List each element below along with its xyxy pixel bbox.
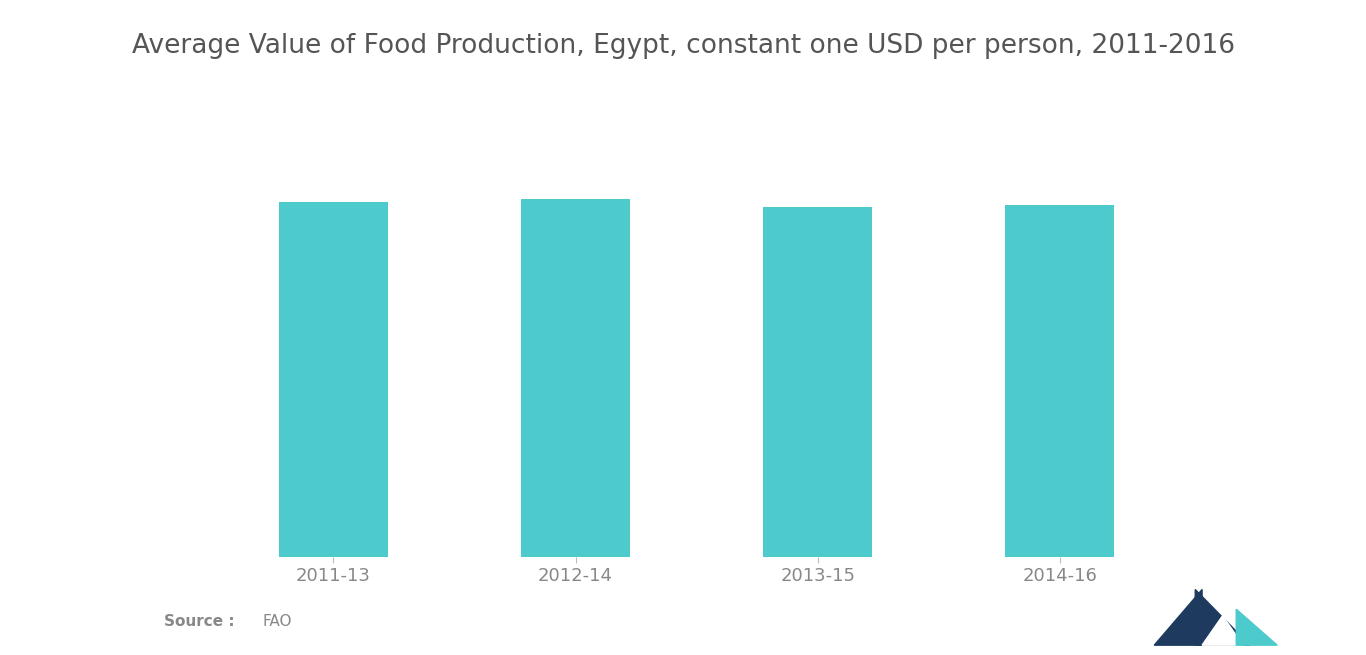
Bar: [279, 202, 388, 557]
Text: Average Value of Food Production, Egypt, constant one USD per person, 2011-2016: Average Value of Food Production, Egypt,…: [131, 33, 1235, 59]
Bar: [520, 199, 630, 557]
Polygon shape: [1195, 590, 1250, 645]
Text: FAO: FAO: [262, 614, 292, 629]
Polygon shape: [1236, 609, 1277, 645]
Polygon shape: [1154, 590, 1202, 645]
Bar: [1005, 205, 1115, 557]
Bar: [764, 207, 873, 557]
Polygon shape: [1202, 616, 1243, 645]
Text: Source :: Source :: [164, 614, 235, 629]
